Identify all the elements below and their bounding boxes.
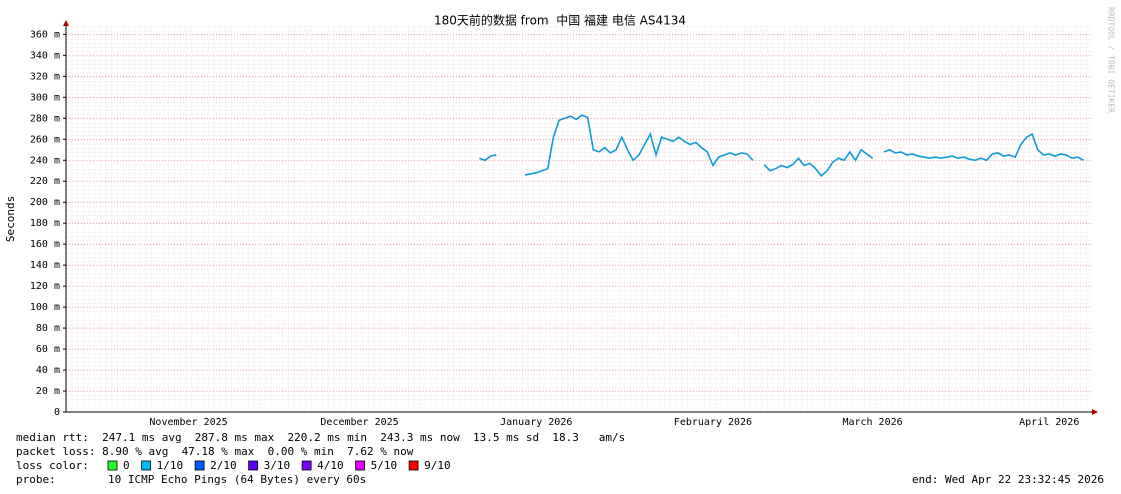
loss-swatch [301, 460, 312, 471]
y-tick-label: 280 m [30, 113, 60, 124]
y-axis-label: Seconds [4, 196, 17, 242]
y-tick-label: 160 m [30, 239, 60, 250]
y-tick-label: 0 [54, 407, 60, 418]
x-tick-label: January 2026 [500, 417, 572, 428]
probe-label: probe: [16, 473, 56, 486]
x-tick-label: March 2026 [842, 417, 902, 428]
y-tick-label: 360 m [30, 29, 60, 40]
loss-swatch [248, 460, 259, 471]
y-tick-label: 320 m [30, 71, 60, 82]
y-tick-label: 200 m [30, 197, 60, 208]
end-time: end: Wed Apr 22 23:32:45 2026 [912, 473, 1104, 486]
stats-line: median rtt: 247.1 ms avg 287.8 ms max 22… [16, 431, 625, 444]
y-tick-label: 40 m [36, 365, 60, 376]
loss-swatch [141, 460, 152, 471]
y-tick-label: 240 m [30, 155, 60, 166]
loss-label: 5/10 [371, 459, 398, 472]
y-tick-label: 180 m [30, 218, 60, 229]
rtt-line [479, 114, 1084, 178]
y-tick-label: 340 m [30, 50, 60, 61]
y-tick-label: 120 m [30, 281, 60, 292]
y-tick-label: 300 m [30, 92, 60, 103]
y-arrow [63, 20, 69, 26]
loss-label: 2/10 [210, 459, 237, 472]
loss-color-label: loss color: [16, 459, 89, 472]
y-tick-label: 220 m [30, 176, 60, 187]
y-tick-label: 80 m [36, 323, 60, 334]
x-tick-label: February 2026 [674, 417, 752, 428]
loss-label: 0 [123, 459, 130, 472]
y-tick-label: 100 m [30, 302, 60, 313]
x-tick-label: December 2025 [320, 417, 398, 428]
x-arrow [1092, 409, 1098, 415]
loss-label: 3/10 [264, 459, 291, 472]
y-tick-label: 20 m [36, 386, 60, 397]
loss-swatch [107, 460, 118, 471]
loss-swatch [194, 460, 205, 471]
y-tick-label: 60 m [36, 344, 60, 355]
probe: 10 ICMP Echo Pings (64 Bytes) every 60s [108, 473, 366, 486]
loss-swatch [408, 460, 419, 471]
loss-label: 9/10 [424, 459, 451, 472]
chart-title: 180天前的数据 from 中国 福建 电信 AS4134 [434, 13, 686, 28]
loss-label: 1/10 [157, 459, 184, 472]
loss-swatch [355, 460, 366, 471]
x-tick-label: April 2026 [1019, 417, 1079, 428]
minor-grid [66, 26, 1092, 412]
y-tick-label: 260 m [30, 134, 60, 145]
y-tick-label: 140 m [30, 260, 60, 271]
loss-label: 4/10 [317, 459, 344, 472]
x-tick-label: November 2025 [149, 417, 227, 428]
stats-line: packet loss: 8.90 % avg 47.18 % max 0.00… [16, 445, 414, 458]
side-label: RRDTOOL / TOBI OETIKER [1107, 7, 1116, 113]
